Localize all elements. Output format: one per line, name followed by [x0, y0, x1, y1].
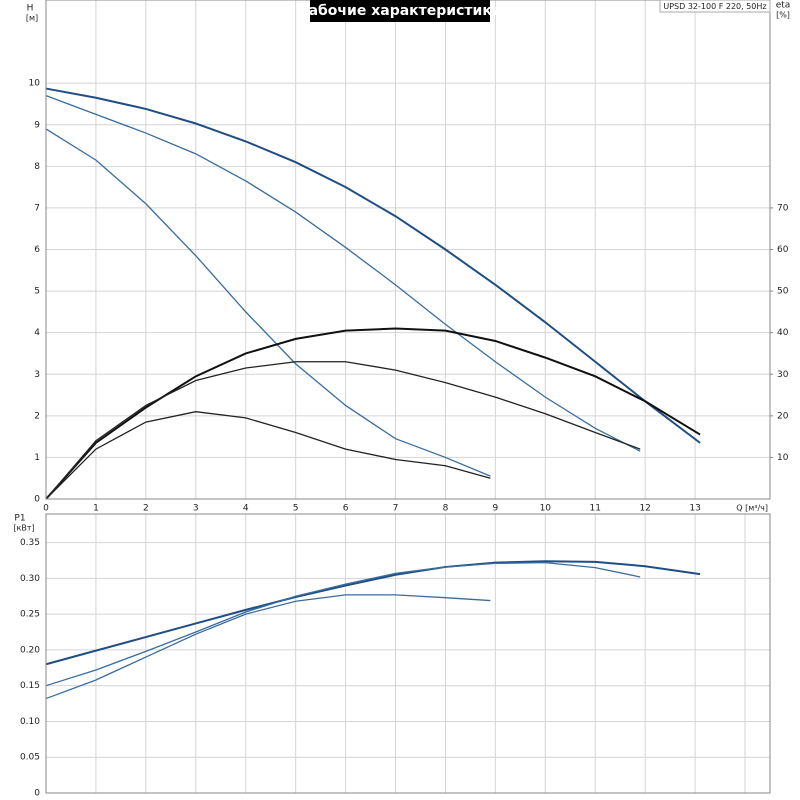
- x-tick-label: 7: [393, 504, 399, 514]
- y2-tick-label: 10: [777, 453, 789, 463]
- y-tick-label: 1: [34, 453, 40, 463]
- curve: [45, 128, 491, 477]
- x-tick-label: 11: [590, 504, 601, 514]
- curve: [45, 560, 701, 666]
- plot-frame: [45, 0, 771, 500]
- y-axis-unit: [кВт]: [13, 524, 34, 533]
- efficiency-curve: [45, 411, 491, 500]
- y-axis-label: P1: [14, 514, 25, 524]
- y-tick-label: 9: [34, 120, 40, 130]
- plot-frame: [45, 513, 771, 794]
- y2-tick-label: 30: [777, 370, 789, 380]
- y-tick-label: 0.15: [20, 681, 40, 691]
- y2-tick-label: 40: [777, 328, 789, 338]
- title-box: [310, 0, 490, 22]
- y-tick-label: 0: [34, 495, 40, 505]
- y-axis-label: H: [27, 4, 34, 14]
- x-tick-label: 0: [43, 504, 49, 514]
- chart-title: Рабочие характеристики: [298, 3, 501, 19]
- x-tick-label: 12: [639, 504, 650, 514]
- y-tick-label: 2: [34, 411, 40, 421]
- y-tick-label: 7: [34, 203, 40, 213]
- model-box: [659, 0, 771, 13]
- model-label: UPSD 32-100 F 220, 50Hz: [663, 2, 766, 11]
- y-tick-label: 5: [34, 287, 40, 297]
- y2-tick-label: 70: [777, 203, 789, 213]
- y-tick-label: 0.35: [20, 538, 40, 548]
- x-tick-label: 8: [443, 504, 449, 514]
- x-tick-label: 10: [540, 504, 552, 514]
- y-tick-label: 4: [34, 328, 40, 338]
- y-tick-label: 0.25: [20, 610, 40, 620]
- grid-layer: [45, 0, 773, 794]
- curve: [45, 95, 641, 452]
- x-tick-label: 3: [193, 504, 199, 514]
- x-tick-label: 4: [243, 504, 249, 514]
- curve: [45, 561, 641, 687]
- y-tick-label: 0: [34, 789, 40, 799]
- curves-layer: [45, 87, 701, 700]
- y-tick-label: 0.05: [20, 753, 40, 763]
- efficiency-curve: [45, 361, 641, 500]
- x-tick-label: 1: [93, 504, 99, 514]
- x-tick-label: 2: [143, 504, 149, 514]
- curve: [45, 87, 701, 444]
- y2-tick-label: 50: [777, 287, 789, 297]
- y-tick-label: 6: [34, 245, 40, 255]
- y-tick-label: 8: [34, 162, 40, 172]
- y-tick-label: 0.10: [20, 717, 40, 727]
- y-tick-label: 0.30: [20, 574, 40, 584]
- y2-axis-unit: [%]: [776, 11, 790, 20]
- x-tick-label: 13: [689, 504, 700, 514]
- x-tick-label: 9: [493, 504, 499, 514]
- y-tick-label: 0.20: [20, 645, 40, 655]
- y2-tick-label: 20: [777, 411, 789, 421]
- x-tick-label: 5: [293, 504, 299, 514]
- y-axis-unit: [м]: [26, 14, 38, 23]
- y2-axis-label: eta: [776, 1, 791, 11]
- efficiency-curve: [45, 327, 701, 500]
- curve: [45, 594, 491, 700]
- y-tick-label: 3: [34, 370, 40, 380]
- x-axis-label: Q [м³/ч]: [736, 504, 768, 513]
- x-tick-label: 6: [343, 504, 349, 514]
- y-tick-label: 10: [29, 79, 41, 89]
- y2-tick-label: 60: [777, 245, 789, 255]
